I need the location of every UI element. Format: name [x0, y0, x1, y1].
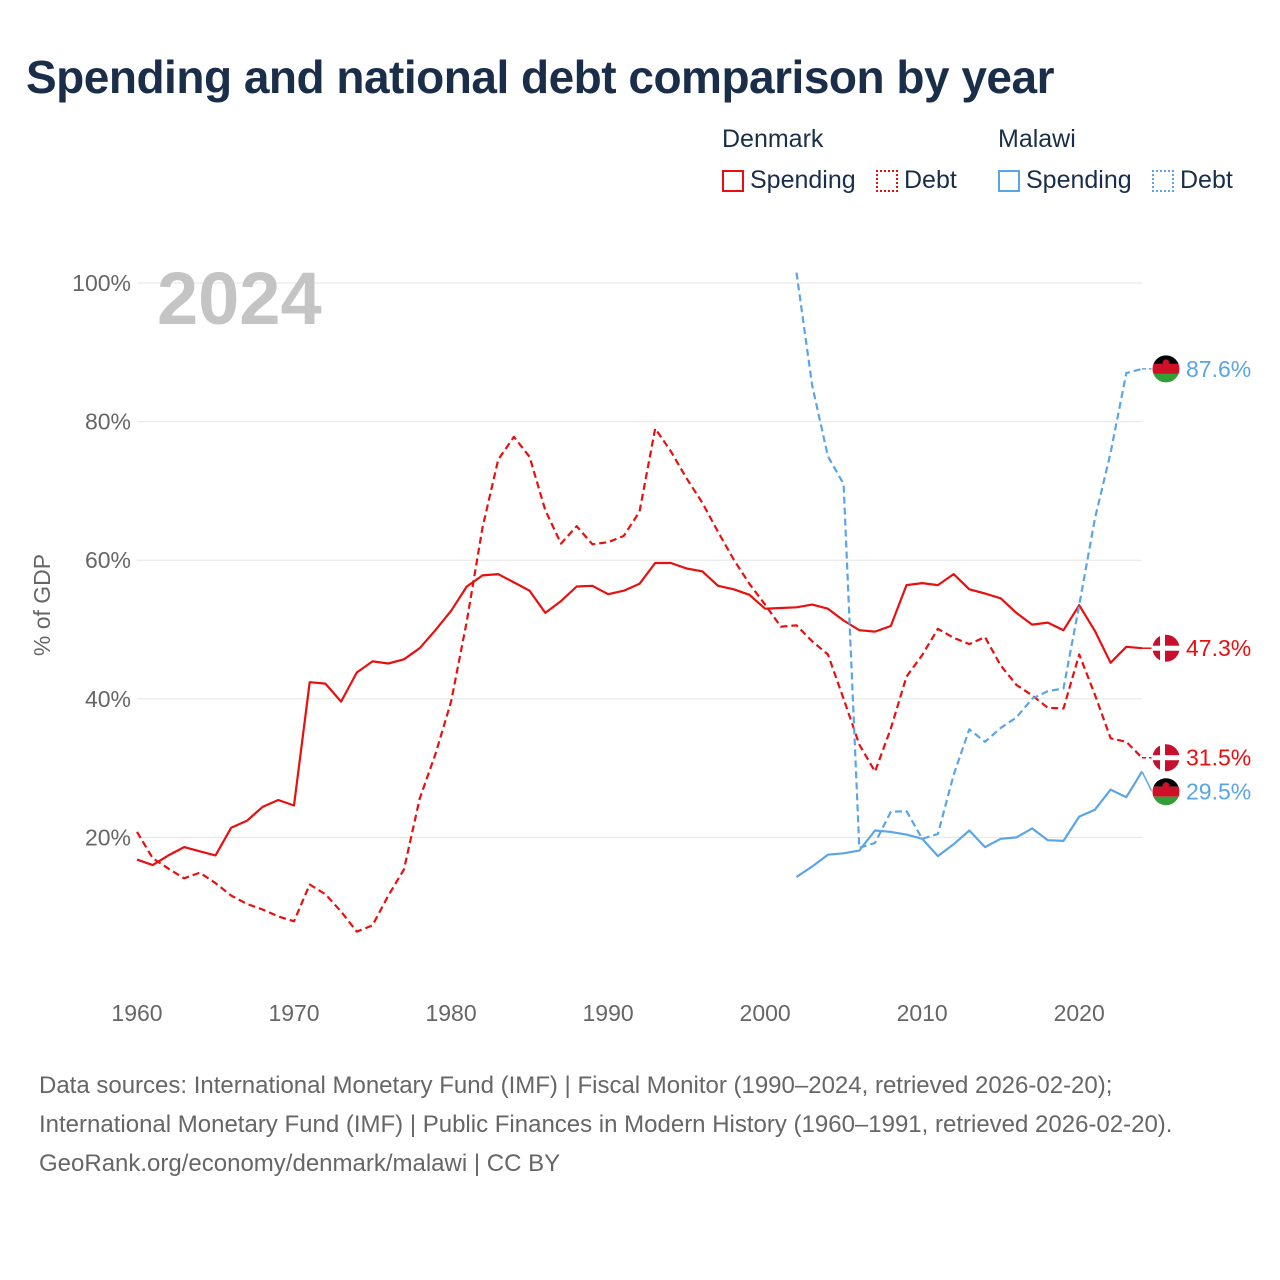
legend-swatch-dotted-blue	[1152, 169, 1174, 192]
legend-label: Debt	[904, 166, 957, 194]
series-line-malawi-debt	[795, 272, 1143, 849]
legend-item-malawi-spending[interactable]: Spending	[998, 166, 1132, 195]
series-line-malawi-spending	[795, 771, 1143, 878]
legend-item-malawi-debt[interactable]: Debt	[1152, 166, 1233, 195]
end-markers: 87.6% 47.3% 31.5% 29.5%	[1141, 354, 1251, 807]
end-value-label: 31.5%	[1186, 745, 1251, 771]
x-axis-ticks: 1960 1970 1980 1990 2000 2010 2020	[111, 1000, 1104, 1026]
y-tick-label: 100%	[72, 270, 131, 296]
line-chart: 2024 20% 40% 60% 80% 100% 1960 1970 1980 1990 20…	[29, 257, 1251, 1026]
legend-label: Spending	[1026, 166, 1132, 194]
x-tick-label: 1960	[111, 1000, 162, 1026]
end-value-label: 47.3%	[1186, 635, 1251, 661]
denmark-flag-icon	[1151, 743, 1181, 773]
x-tick-label: 1970	[268, 1000, 319, 1026]
legend-label: Spending	[750, 166, 856, 194]
legend: Denmark Spending Debt Malawi Spending De…	[0, 122, 1280, 202]
data-sources: Data sources: International Monetary Fun…	[39, 1072, 1173, 1138]
y-tick-label: 80%	[85, 409, 131, 435]
legend-swatch-solid-blue	[998, 169, 1020, 192]
x-tick-label: 2010	[897, 1000, 948, 1026]
year-watermark: 2024	[157, 257, 322, 340]
footer: Data sources: International Monetary Fun…	[39, 1066, 1239, 1183]
x-tick-label: 1990	[583, 1000, 634, 1026]
series-lines	[136, 272, 1143, 933]
legend-group-denmark: Denmark	[722, 125, 824, 153]
end-value-label: 87.6%	[1186, 356, 1251, 382]
denmark-flag-icon	[1151, 633, 1181, 663]
grid-lines	[137, 282, 1142, 838]
legend-label: Debt	[1180, 166, 1233, 194]
legend-item-denmark-spending[interactable]: Spending	[722, 166, 856, 195]
legend-item-denmark-debt[interactable]: Debt	[876, 166, 957, 195]
chart-title: Spending and national debt comparison by…	[26, 51, 1055, 103]
legend-swatch-dotted-red	[876, 169, 898, 192]
series-line-denmark-debt	[136, 427, 1143, 933]
x-tick-label: 1980	[425, 1000, 476, 1026]
credit-link[interactable]: GeoRank.org/economy/denmark/malawi | CC …	[39, 1150, 561, 1177]
y-tick-label: 60%	[85, 547, 131, 573]
y-tick-label: 20%	[85, 824, 131, 850]
legend-group-malawi: Malawi	[998, 125, 1076, 153]
y-tick-label: 40%	[85, 686, 131, 712]
end-value-label: 29.5%	[1186, 779, 1251, 805]
end-connector	[1141, 771, 1153, 793]
y-axis-ticks: 20% 40% 60% 80% 100%	[72, 270, 131, 850]
series-line-denmark-spending	[136, 561, 1143, 867]
legend-swatch-solid-red	[722, 169, 744, 192]
x-tick-label: 2020	[1054, 1000, 1105, 1026]
x-tick-label: 2000	[740, 1000, 791, 1026]
malawi-flag-icon	[1151, 354, 1181, 384]
y-axis-label: % of GDP	[29, 554, 55, 656]
malawi-flag-icon	[1151, 777, 1181, 807]
